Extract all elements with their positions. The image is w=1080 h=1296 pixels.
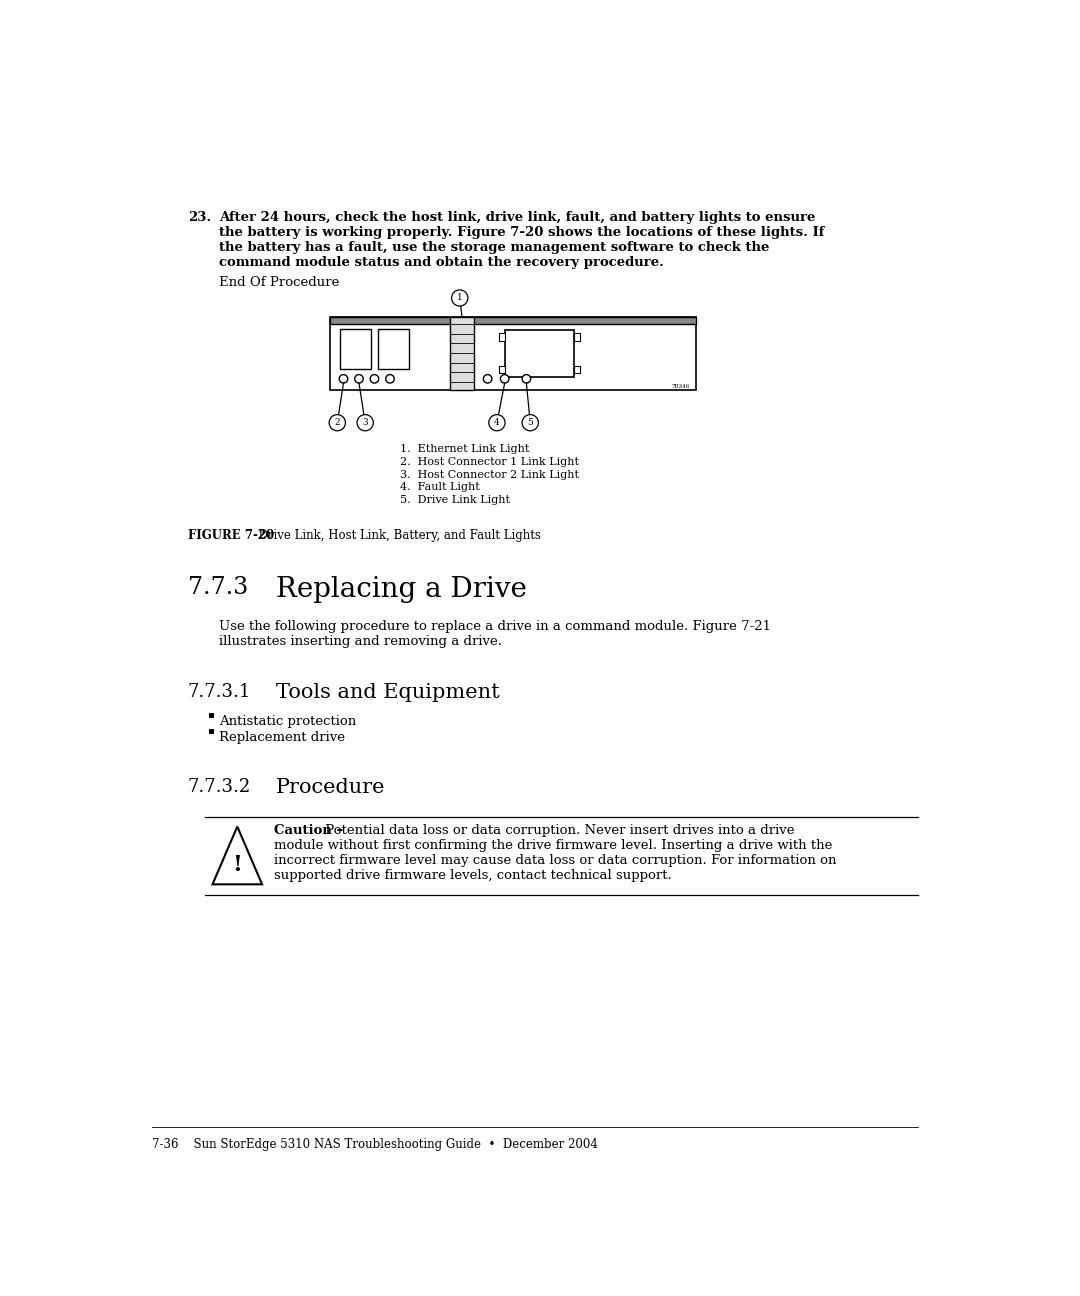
Circle shape [522, 415, 539, 430]
Text: 2.  Host Connector 1 Link Light: 2. Host Connector 1 Link Light [400, 457, 579, 467]
Text: 3.  Host Connector 2 Link Light: 3. Host Connector 2 Link Light [400, 469, 579, 480]
Text: the battery has a fault, use the storage management software to check the: the battery has a fault, use the storage… [218, 241, 769, 254]
Text: After 24 hours, check the host link, drive link, fault, and battery lights to en: After 24 hours, check the host link, dri… [218, 211, 815, 224]
Circle shape [339, 375, 348, 384]
Circle shape [484, 375, 491, 384]
Text: Drive Link, Host Link, Battery, and Fault Lights: Drive Link, Host Link, Battery, and Faul… [252, 529, 541, 542]
Text: 7.7.3.2: 7.7.3.2 [188, 778, 251, 796]
Bar [339, 329, 370, 369]
Polygon shape [213, 827, 262, 884]
Text: FIGURE 7-20: FIGURE 7-20 [188, 529, 274, 542]
Text: illustrates inserting and removing a drive.: illustrates inserting and removing a dri… [218, 635, 502, 648]
Text: Replacement drive: Replacement drive [218, 731, 345, 744]
Text: 1: 1 [457, 293, 462, 302]
Circle shape [500, 375, 509, 384]
Bar [330, 318, 697, 324]
Text: !: ! [232, 854, 242, 876]
Bar [504, 329, 575, 377]
Text: Caution –: Caution – [274, 824, 343, 837]
Bar [330, 318, 697, 324]
Text: Tools and Equipment: Tools and Equipment [276, 683, 500, 701]
Text: module without first confirming the drive firmware level. Inserting a drive with: module without first confirming the driv… [274, 840, 833, 853]
Bar [499, 333, 505, 341]
Text: Antistatic protection: Antistatic protection [218, 715, 356, 728]
Circle shape [522, 375, 530, 384]
Bar [378, 329, 409, 369]
Text: 5.  Drive Link Light: 5. Drive Link Light [400, 495, 510, 505]
Text: 2: 2 [335, 419, 340, 428]
Text: Procedure: Procedure [276, 778, 386, 797]
Text: Replacing a Drive: Replacing a Drive [276, 575, 527, 603]
Text: Potential data loss or data corruption. Never insert drives into a drive: Potential data loss or data corruption. … [321, 824, 795, 837]
Circle shape [357, 415, 374, 430]
Bar [208, 728, 214, 734]
Text: 7.7.3: 7.7.3 [188, 575, 248, 599]
Text: 1.  Ethernet Link Light: 1. Ethernet Link Light [400, 445, 529, 455]
Bar [499, 365, 505, 373]
Text: 3: 3 [363, 419, 368, 428]
Text: End Of Procedure: End Of Procedure [218, 276, 339, 289]
Bar [573, 333, 580, 341]
Text: 7.7.3.1: 7.7.3.1 [188, 683, 251, 701]
Text: 7-36    Sun StorEdge 5310 NAS Troubleshooting Guide  •  December 2004: 7-36 Sun StorEdge 5310 NAS Troubleshooti… [152, 1138, 598, 1151]
Text: 5: 5 [527, 419, 534, 428]
Text: incorrect firmware level may cause data loss or data corruption. For information: incorrect firmware level may cause data … [274, 854, 837, 867]
Circle shape [329, 415, 346, 430]
Text: the battery is working properly. Figure 7-20 shows the locations of these lights: the battery is working properly. Figure … [218, 226, 824, 238]
Bar [573, 365, 580, 373]
Bar [208, 713, 214, 718]
Circle shape [451, 290, 468, 306]
Text: Use the following procedure to replace a drive in a command module. Figure 7-21: Use the following procedure to replace a… [218, 621, 771, 634]
Circle shape [370, 375, 379, 384]
Bar [330, 318, 697, 390]
Bar [450, 318, 474, 390]
Text: 4: 4 [494, 419, 500, 428]
Circle shape [354, 375, 363, 384]
Circle shape [386, 375, 394, 384]
Text: command module status and obtain the recovery procedure.: command module status and obtain the rec… [218, 257, 663, 270]
Text: supported drive firmware levels, contact technical support.: supported drive firmware levels, contact… [274, 870, 672, 883]
Circle shape [489, 415, 505, 430]
Text: 23.: 23. [188, 211, 211, 224]
Text: 7B346: 7B346 [672, 384, 690, 389]
Text: 4.  Fault Light: 4. Fault Light [400, 482, 480, 492]
